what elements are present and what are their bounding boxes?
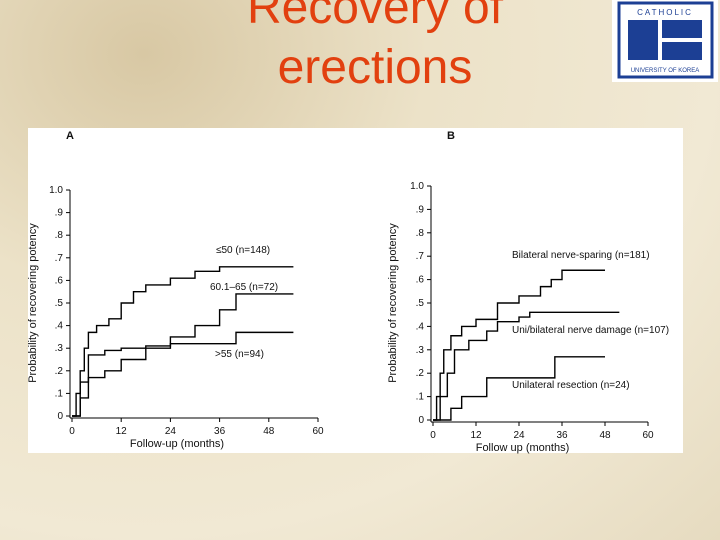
x-tick-label: 60 bbox=[642, 430, 654, 441]
km-curve bbox=[72, 331, 294, 417]
x-tick-label: 12 bbox=[470, 430, 482, 441]
x-tick-label: 0 bbox=[69, 426, 75, 437]
x-tick-label: 0 bbox=[430, 430, 436, 441]
y-tick-label: .9 bbox=[55, 208, 64, 219]
y-axis-title: Probability of recovering potency bbox=[387, 223, 399, 383]
x-tick-label: 60 bbox=[312, 426, 324, 437]
x-tick-label: 36 bbox=[214, 426, 226, 437]
y-tick-label: .3 bbox=[55, 343, 64, 354]
km-curve bbox=[433, 356, 605, 421]
km-curve bbox=[433, 311, 620, 421]
logo-shape bbox=[662, 42, 702, 60]
x-axis-title: Follow-up (months) bbox=[130, 438, 224, 450]
y-tick-label: .6 bbox=[55, 275, 64, 286]
y-tick-label: .2 bbox=[55, 366, 64, 377]
panel-label: B bbox=[447, 130, 455, 142]
figure-bg bbox=[28, 128, 683, 453]
x-axis-title: Follow up (months) bbox=[476, 442, 570, 454]
y-tick-label: .2 bbox=[416, 368, 425, 379]
slide-title: Recovery of erections bbox=[246, 0, 504, 94]
y-tick-label: .1 bbox=[55, 388, 64, 399]
y-tick-label: .1 bbox=[416, 392, 425, 403]
y-tick-label: .4 bbox=[55, 321, 64, 332]
logo-shape bbox=[662, 20, 702, 38]
y-tick-label: .3 bbox=[416, 345, 425, 356]
series-label: Bilateral nerve-sparing (n=181) bbox=[512, 250, 650, 261]
x-tick-label: 48 bbox=[263, 426, 275, 437]
y-tick-label: 1.0 bbox=[49, 185, 63, 196]
y-tick-label: .7 bbox=[55, 253, 64, 264]
y-tick-label: .4 bbox=[416, 321, 425, 332]
logo-frame bbox=[617, 1, 714, 79]
km-curve bbox=[433, 269, 605, 421]
series-label: Uni/bilateral nerve damage (n=107) bbox=[512, 325, 669, 336]
series-label: >55 (n=94) bbox=[215, 349, 264, 360]
series-label: ≤50 (n=148) bbox=[216, 245, 270, 256]
y-tick-label: .8 bbox=[416, 228, 425, 239]
logo-shape bbox=[628, 20, 658, 60]
x-tick-label: 12 bbox=[116, 426, 128, 437]
x-tick-label: 36 bbox=[556, 430, 568, 441]
y-tick-label: .5 bbox=[55, 298, 64, 309]
y-tick-label: .7 bbox=[416, 251, 425, 262]
x-tick-label: 24 bbox=[165, 426, 177, 437]
km-curve bbox=[72, 293, 294, 417]
series-label: Unilateral resection (n=24) bbox=[512, 380, 630, 391]
panel-label: A bbox=[66, 130, 74, 142]
y-tick-label: .9 bbox=[416, 204, 425, 215]
km-curve bbox=[72, 266, 294, 417]
y-tick-label: 0 bbox=[418, 415, 424, 426]
x-tick-label: 48 bbox=[599, 430, 611, 441]
y-tick-label: .8 bbox=[55, 230, 64, 241]
y-tick-label: .5 bbox=[416, 298, 425, 309]
logo-text: CATHOLIC bbox=[637, 8, 693, 17]
logo-text: UNIVERSITY OF KOREA bbox=[631, 68, 700, 74]
y-axis-title: Probability of recovering potency bbox=[27, 223, 39, 383]
y-tick-label: .6 bbox=[416, 275, 425, 286]
series-label: 60.1–65 (n=72) bbox=[210, 282, 278, 293]
x-tick-label: 24 bbox=[513, 430, 525, 441]
logo: CATHOLIC UNIVERSITY OF KOREA bbox=[612, 0, 718, 82]
y-tick-label: 1.0 bbox=[410, 181, 424, 192]
y-tick-label: 0 bbox=[57, 411, 63, 422]
